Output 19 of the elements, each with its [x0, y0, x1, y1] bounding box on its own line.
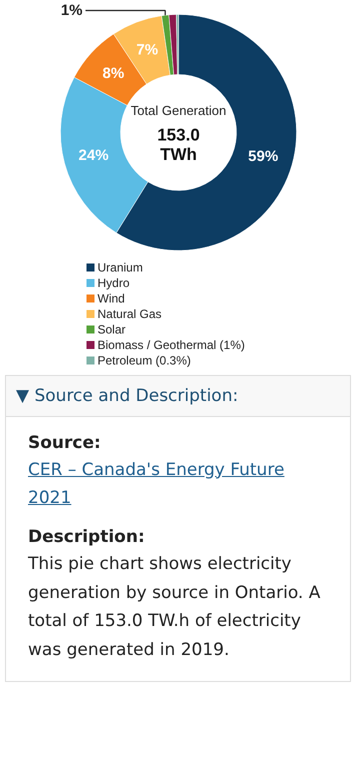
source-note: Source: [28, 432, 102, 456]
legend-label: Uranium [98, 260, 143, 274]
legend-label: Hydro [98, 276, 130, 290]
text: 153.0 TWh [157, 126, 200, 164]
text: Total Generation [130, 103, 226, 118]
legend-label: Wind [98, 292, 125, 306]
text: Description: [28, 526, 146, 550]
text: CER – Canada's Energy Future 2021 [28, 458, 286, 510]
legend-label: Petroleum (0.3%) [98, 354, 191, 368]
data-label: 8% [102, 64, 124, 82]
text: ▼ Source and Description: [6, 376, 350, 418]
legend-label: Solar [98, 322, 126, 336]
legend-label: Biomass / Geothermal (1%) [98, 338, 245, 352]
legend-label: Natural Gas [98, 307, 162, 321]
data-label: 24% [78, 147, 109, 164]
data-label: 1% [60, 2, 83, 19]
data-label: 7% [136, 42, 158, 59]
data-label: 59% [248, 148, 278, 166]
text: This pie chart shows electricity generation by source in Ontario. A total of 153.0 TW.h of electricity was generated in 2019. [28, 552, 322, 662]
